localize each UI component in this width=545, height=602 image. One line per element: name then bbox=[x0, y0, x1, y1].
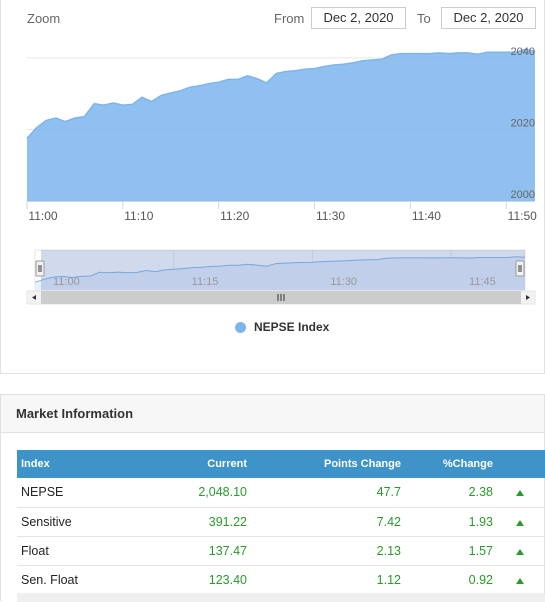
range-to-input[interactable]: Dec 2, 2020 bbox=[441, 7, 536, 29]
scroll-right-icon bbox=[526, 295, 530, 300]
table-row: Sen. Float 123.40 1.12 0.92 bbox=[17, 565, 545, 595]
navigator-tick-label: 11:00 bbox=[53, 276, 80, 288]
table-row: Float 137.47 2.13 1.57 bbox=[17, 536, 545, 566]
pct-change: 2.38 bbox=[401, 478, 493, 508]
pct-change: 0.92 bbox=[401, 565, 493, 595]
up-arrow-icon bbox=[515, 548, 524, 555]
points-change: 2.13 bbox=[247, 536, 401, 566]
current-value: 123.40 bbox=[135, 565, 247, 595]
table-row: Sensitive 391.22 7.42 1.93 bbox=[17, 507, 545, 537]
points-change: 7.42 bbox=[247, 507, 401, 537]
points-change: 47.7 bbox=[247, 478, 401, 508]
x-tick-label: 11:40 bbox=[412, 209, 441, 223]
x-tick-label: 11:30 bbox=[316, 209, 345, 223]
legend-item-nepse-index[interactable]: NEPSE Index bbox=[235, 320, 329, 334]
series-area bbox=[27, 49, 535, 201]
up-arrow-icon bbox=[515, 490, 524, 497]
x-tick-label: 11:10 bbox=[124, 209, 153, 223]
y-tick-label: 2000 bbox=[511, 189, 535, 201]
current-value: 137.47 bbox=[135, 536, 247, 566]
series-line bbox=[26, 48, 536, 139]
column-header-index: Index bbox=[21, 458, 50, 470]
column-header-points-change: Points Change bbox=[323, 458, 401, 470]
column-header-current: Current bbox=[207, 458, 247, 470]
x-tick-label: 11:20 bbox=[220, 209, 249, 223]
index-name: Sen. Float bbox=[17, 565, 135, 595]
market-information-title: Market Information bbox=[1, 395, 544, 433]
points-change: 1.12 bbox=[247, 565, 401, 595]
navigator-tick-label: 11:45 bbox=[469, 276, 496, 288]
navigator-tick-label: 11:30 bbox=[330, 276, 357, 288]
up-arrow-icon bbox=[515, 519, 524, 526]
index-name: NEPSE bbox=[17, 478, 135, 508]
column-header-pct-change: %Change bbox=[442, 458, 493, 470]
navigator-handle bbox=[515, 260, 525, 277]
up-arrow-icon bbox=[515, 577, 524, 584]
stock-chart: 2000 2020 2040 11:00 11:10 11:20 11:30 11:40 11:… bbox=[26, 46, 537, 305]
table-row: NEPSE 2,048.10 47.7 2.38 bbox=[17, 478, 545, 508]
y-tick-label: 2040 bbox=[511, 46, 535, 58]
table-header-row: Index Current Points Change %Change bbox=[17, 450, 545, 478]
scroll-left-icon bbox=[32, 295, 36, 300]
x-tick-label: 11:50 bbox=[508, 209, 537, 223]
range-to-label: To bbox=[417, 11, 431, 26]
pct-change: 1.93 bbox=[401, 507, 493, 537]
chart-panel: 2000 2020 2040 11:00 11:10 11:20 11:30 11:40 11:… bbox=[0, 0, 545, 374]
range-from-input[interactable]: Dec 2, 2020 bbox=[311, 7, 406, 29]
table-footer bbox=[17, 593, 545, 602]
current-value: 391.22 bbox=[135, 507, 247, 537]
zoom-label: Zoom bbox=[27, 11, 61, 26]
current-value: 2,048.10 bbox=[135, 478, 247, 508]
navigator-tick-label: 11:15 bbox=[192, 276, 219, 288]
legend-label: NEPSE Index bbox=[254, 320, 330, 334]
index-name: Sensitive bbox=[17, 507, 135, 537]
market-information-panel: Market Information Index Current Points … bbox=[0, 394, 545, 602]
navigator-area bbox=[35, 256, 525, 290]
index-name: Float bbox=[17, 536, 135, 566]
navigator-mask bbox=[41, 250, 525, 290]
x-tick-label: 11:00 bbox=[28, 209, 57, 223]
navigator-line bbox=[34, 256, 526, 283]
pct-change: 1.57 bbox=[401, 536, 493, 566]
market-table: Index Current Points Change %Change NEPS… bbox=[17, 450, 545, 595]
navigator-handle bbox=[35, 260, 45, 277]
y-tick-label: 2020 bbox=[511, 117, 535, 129]
range-from-label: From bbox=[274, 11, 305, 26]
legend-dot-icon bbox=[235, 321, 246, 333]
